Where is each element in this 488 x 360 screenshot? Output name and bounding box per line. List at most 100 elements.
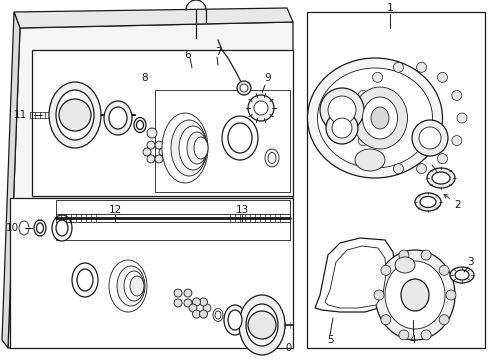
Circle shape: [183, 148, 192, 156]
Circle shape: [372, 72, 382, 82]
Circle shape: [393, 164, 403, 174]
Text: 8: 8: [142, 73, 148, 83]
Ellipse shape: [454, 270, 468, 280]
Ellipse shape: [224, 305, 245, 335]
Ellipse shape: [56, 220, 68, 236]
Ellipse shape: [267, 153, 275, 163]
Bar: [155, 90, 289, 192]
Text: 2: 2: [443, 194, 460, 210]
Circle shape: [372, 154, 382, 164]
Ellipse shape: [56, 90, 94, 140]
Ellipse shape: [171, 120, 206, 176]
Text: 0: 0: [285, 343, 290, 353]
Ellipse shape: [222, 116, 258, 160]
Ellipse shape: [239, 295, 285, 355]
Circle shape: [437, 154, 447, 164]
Circle shape: [438, 265, 448, 275]
Circle shape: [237, 81, 250, 95]
Ellipse shape: [186, 132, 206, 164]
Circle shape: [183, 289, 192, 297]
Circle shape: [192, 310, 200, 318]
Ellipse shape: [245, 304, 278, 346]
Ellipse shape: [227, 123, 251, 153]
Ellipse shape: [194, 137, 207, 159]
Ellipse shape: [449, 267, 473, 283]
Circle shape: [176, 148, 183, 156]
Ellipse shape: [179, 126, 206, 170]
Circle shape: [147, 128, 157, 138]
Ellipse shape: [117, 266, 145, 306]
Ellipse shape: [317, 68, 431, 168]
Ellipse shape: [414, 193, 440, 211]
Circle shape: [155, 141, 163, 149]
Ellipse shape: [394, 257, 414, 273]
Circle shape: [253, 101, 267, 115]
Ellipse shape: [49, 82, 101, 148]
Circle shape: [199, 310, 207, 318]
Circle shape: [247, 95, 273, 121]
Ellipse shape: [162, 113, 207, 183]
Circle shape: [352, 113, 362, 123]
Ellipse shape: [384, 261, 444, 329]
Circle shape: [437, 72, 447, 82]
Circle shape: [168, 148, 176, 156]
Circle shape: [147, 141, 155, 149]
Circle shape: [203, 304, 210, 312]
Circle shape: [398, 330, 408, 340]
Circle shape: [155, 155, 163, 163]
Circle shape: [159, 148, 167, 156]
Circle shape: [411, 120, 447, 156]
Bar: [32, 50, 292, 196]
Ellipse shape: [34, 220, 46, 236]
Bar: [56, 200, 289, 240]
Circle shape: [451, 90, 461, 100]
Circle shape: [393, 62, 403, 72]
Text: 3: 3: [466, 257, 472, 267]
Ellipse shape: [307, 58, 442, 178]
Circle shape: [373, 290, 383, 300]
Ellipse shape: [213, 309, 223, 321]
Text: 13: 13: [235, 205, 248, 215]
Polygon shape: [14, 8, 292, 28]
Text: 10: 10: [5, 223, 19, 233]
Text: 11: 11: [13, 110, 26, 120]
Circle shape: [183, 299, 192, 307]
Circle shape: [418, 127, 440, 149]
Polygon shape: [325, 246, 385, 308]
Ellipse shape: [19, 221, 29, 235]
Circle shape: [445, 290, 455, 300]
Ellipse shape: [362, 97, 397, 139]
Text: 1: 1: [386, 3, 393, 13]
Circle shape: [420, 250, 430, 260]
Bar: [10, 198, 292, 348]
Circle shape: [380, 315, 390, 325]
Text: 6: 6: [184, 50, 191, 60]
Bar: [306, 12, 484, 348]
Circle shape: [416, 164, 426, 174]
Circle shape: [192, 148, 200, 156]
Circle shape: [199, 298, 207, 306]
Circle shape: [327, 96, 355, 124]
Circle shape: [380, 265, 390, 275]
Text: 12: 12: [108, 205, 122, 215]
Polygon shape: [314, 238, 394, 312]
Circle shape: [147, 155, 155, 163]
Ellipse shape: [215, 311, 221, 319]
Ellipse shape: [400, 279, 428, 311]
Circle shape: [398, 250, 408, 260]
Circle shape: [357, 136, 367, 145]
Circle shape: [174, 299, 182, 307]
Ellipse shape: [354, 149, 384, 171]
Circle shape: [325, 112, 357, 144]
Polygon shape: [8, 22, 292, 348]
Circle shape: [142, 148, 151, 156]
Circle shape: [438, 315, 448, 325]
Ellipse shape: [227, 310, 242, 330]
Ellipse shape: [104, 101, 132, 135]
Ellipse shape: [109, 260, 147, 312]
Ellipse shape: [52, 215, 72, 241]
Circle shape: [420, 330, 430, 340]
Ellipse shape: [109, 107, 127, 129]
Text: 7: 7: [214, 47, 221, 57]
Text: 4: 4: [409, 335, 415, 345]
